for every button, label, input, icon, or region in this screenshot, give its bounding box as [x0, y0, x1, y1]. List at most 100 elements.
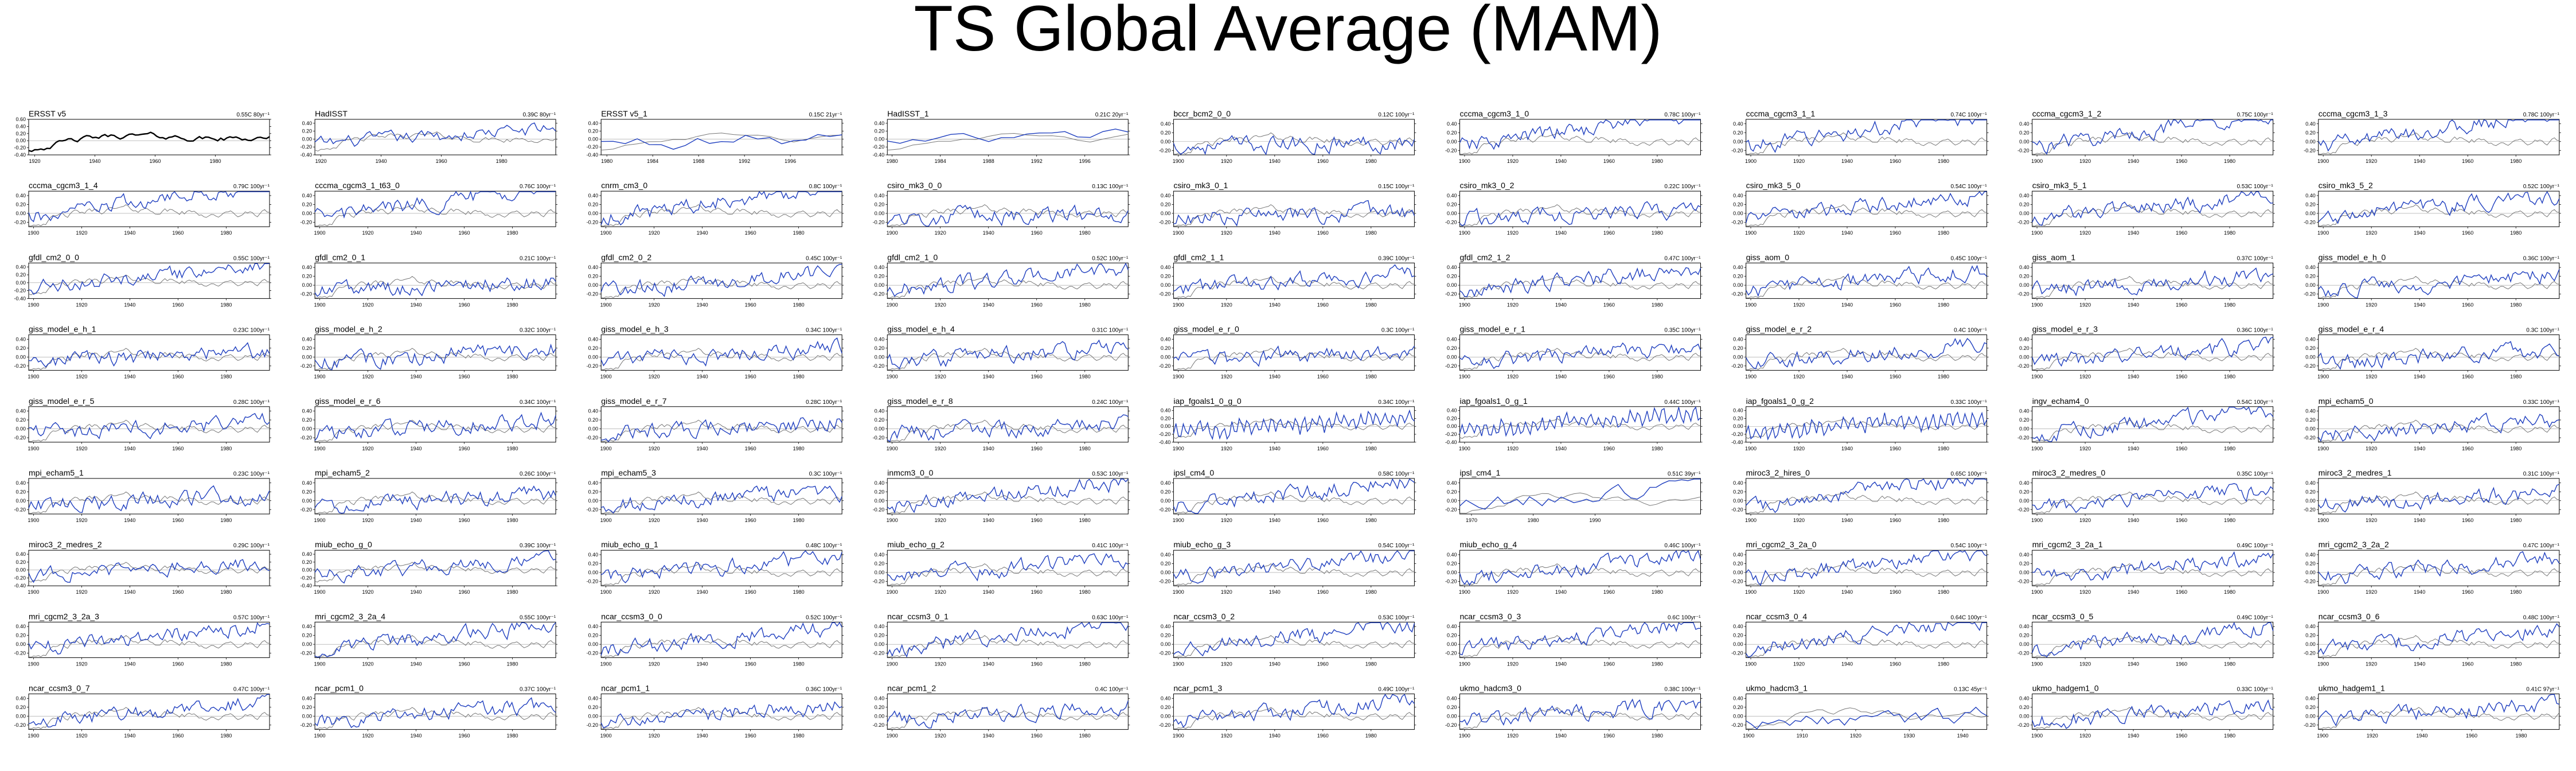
x-tick-label: 1940	[1555, 446, 1567, 451]
chart-panel: ncar_pcm1_3 0.49C 100yr⁻¹ 0.40 0.20 0.00 -0.2…	[1159, 684, 1416, 739]
y-tick-label: -0.20	[873, 144, 885, 150]
chart-panel: mri_cgcm2_3_2a_0 0.54C 100yr⁻¹ 0.40 0.20 0.0…	[1731, 540, 1989, 595]
x-tick-label: 1900	[1459, 374, 1470, 380]
y-tick-label: -0.20	[1445, 219, 1457, 225]
x-tick-label: 1996	[784, 158, 796, 164]
x-tick-label: 1900	[1745, 374, 1757, 380]
series-line-model	[2032, 267, 2273, 297]
x-tick-label: 1960	[1603, 733, 1615, 739]
y-tick-label: 0.00	[588, 282, 599, 288]
plot-frame	[28, 406, 270, 443]
panel-trend: 0.54C 100yr⁻¹	[1378, 543, 1415, 549]
x-tick-label: 1900	[1745, 517, 1757, 523]
x-tick-label: 1960	[2462, 230, 2473, 236]
chart-panel: csiro_mk3_0_1 0.15C 100yr⁻¹ 0.40 0.20 0.00 -0…	[1159, 181, 1416, 236]
x-tick-label: 1900	[28, 589, 39, 595]
x-tick-label: 1920	[649, 446, 660, 451]
y-tick-label: 0.20	[2305, 560, 2316, 566]
y-tick-label: 0.20	[588, 560, 599, 566]
y-tick-label: -0.20	[587, 219, 599, 225]
x-tick-label: 1940	[983, 661, 994, 667]
y-tick-label: -0.20	[300, 435, 313, 441]
x-tick-label: 1940	[697, 302, 708, 307]
y-tick-label: 0.20	[1733, 560, 1743, 566]
chart-panel: giss_model_e_h_2 0.32C 100yr⁻¹ 0.40 0.20 0.0…	[300, 325, 558, 380]
x-tick-label: 1980	[220, 302, 232, 307]
x-tick-label: 1920	[1221, 589, 1232, 595]
x-tick-label: 1992	[1031, 158, 1043, 164]
x-tick-label: 1900	[314, 733, 325, 739]
chart-panel: gfdl_cm2_1_1 0.39C 100yr⁻¹ 0.40 0.20 0.00 -0.…	[1159, 252, 1416, 307]
y-tick-label: 0.20	[875, 489, 885, 494]
y-tick-label: 0.00	[1161, 570, 1171, 575]
y-tick-label: 0.40	[588, 624, 599, 629]
panel-trend: 0.29C 100yr⁻¹	[233, 543, 270, 549]
x-tick-label: 1920	[2366, 661, 2377, 667]
y-tick-label: 0.40	[1161, 695, 1171, 701]
y-tick-label: 0.00	[1733, 423, 1743, 429]
x-tick-label: 1900	[28, 661, 39, 667]
plot-frame	[1459, 334, 1701, 371]
x-tick-label: 1960	[2176, 230, 2187, 236]
x-tick-label: 1960	[1031, 733, 1043, 739]
panel-title: csiro_mk3_0_1	[1173, 181, 1228, 190]
panel-trend: 0.64C 100yr⁻¹	[1951, 614, 1988, 621]
y-tick-label: 0.20	[1447, 201, 1457, 207]
x-tick-label: 1960	[2462, 661, 2473, 667]
y-tick-label: 0.40	[2305, 121, 2316, 127]
y-tick-label: -0.40	[587, 152, 599, 158]
x-tick-label: 1920	[2079, 589, 2091, 595]
series-line-model	[1173, 345, 1415, 367]
x-tick-label: 1900	[1459, 302, 1470, 307]
x-tick-label: 1900	[28, 517, 39, 523]
y-tick-label: 0.20	[1447, 415, 1457, 421]
x-tick-label: 1920	[315, 158, 327, 164]
series-line-obs	[315, 276, 556, 298]
y-tick-label: -0.20	[2304, 147, 2316, 153]
x-tick-label: 1980	[1652, 374, 1663, 380]
x-tick-label: 1900	[887, 733, 898, 739]
x-tick-label: 1920	[1221, 374, 1232, 380]
panel-trend: 0.13C 45yr⁻¹	[1954, 687, 1987, 693]
y-tick-label: 0.00	[2019, 713, 2029, 719]
y-tick-label: -0.20	[1159, 219, 1171, 225]
panel-title: csiro_mk3_0_2	[1460, 181, 1515, 190]
x-tick-label: 1920	[1793, 158, 1805, 164]
x-tick-label: 1980	[2224, 230, 2235, 236]
y-tick-label: 0.00	[2019, 211, 2029, 216]
x-tick-label: 1900	[1745, 230, 1757, 236]
plot-frame	[2318, 190, 2560, 227]
x-tick-label: 1980	[1652, 446, 1663, 451]
x-tick-label: 1980	[209, 158, 221, 164]
x-tick-label: 1980	[1938, 661, 1949, 667]
y-tick-label: 0.20	[588, 274, 599, 279]
chart-panel: csiro_mk3_5_2 0.52C 100yr⁻¹ 0.40 0.20 0.00 -0…	[2304, 181, 2561, 236]
y-tick-label: 0.20	[1161, 274, 1171, 279]
series-line-obs	[887, 491, 1129, 514]
x-tick-label: 1940	[1841, 446, 1853, 451]
x-tick-label: 1940	[2128, 589, 2139, 595]
panel-title: cccma_cgcm3_1_2	[2032, 109, 2102, 118]
series-line-model	[2318, 623, 2560, 655]
panel-title: csiro_mk3_5_2	[2319, 181, 2373, 190]
y-tick-label: 0.00	[302, 567, 313, 573]
panel-title: miroc3_2_medres_2	[29, 540, 102, 549]
x-tick-label: 1920	[362, 589, 373, 595]
panel-trend: 0.32C 100yr⁻¹	[520, 328, 556, 334]
series-line-obs	[2032, 491, 2273, 514]
x-tick-label: 1940	[410, 230, 421, 236]
series-line-obs	[314, 562, 556, 583]
panel-title: mri_cgcm2_3_2a_3	[29, 612, 99, 621]
x-tick-label: 1980	[220, 661, 232, 667]
series-line-model	[1746, 478, 1987, 513]
x-tick-label: 1940	[124, 446, 135, 451]
series-line-obs	[28, 204, 270, 227]
x-tick-label: 1940	[2128, 374, 2139, 380]
y-tick-label: -0.20	[14, 145, 26, 151]
y-tick-label: -0.20	[587, 291, 599, 297]
y-tick-label: 0.40	[15, 695, 26, 701]
x-tick-label: 1960	[745, 733, 756, 739]
series-line-obs	[1746, 348, 1987, 371]
plot-frame	[1173, 190, 1415, 227]
y-tick-label: 0.00	[302, 211, 313, 216]
